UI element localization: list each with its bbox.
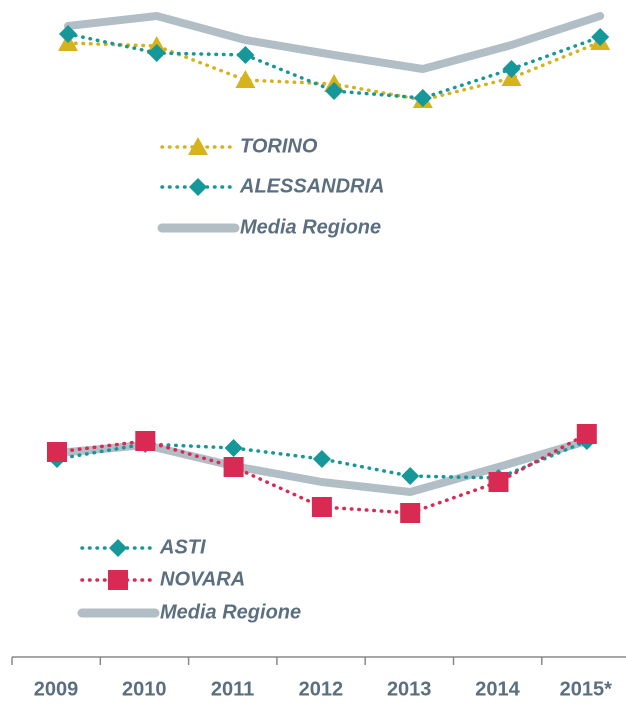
marker — [311, 497, 332, 517]
marker — [488, 472, 509, 492]
marker — [108, 570, 128, 590]
series-line — [64, 12, 605, 73]
legend-label: TORINO — [240, 135, 318, 157]
legend-label: Media Regione — [160, 601, 301, 623]
marker — [413, 89, 432, 107]
marker — [188, 137, 208, 155]
marker — [135, 431, 156, 451]
marker — [109, 539, 127, 557]
x-tick-label: 2010 — [122, 678, 167, 700]
marker — [147, 44, 166, 62]
marker — [47, 442, 67, 462]
legend-label: ALESSANDRIA — [239, 175, 384, 197]
marker — [223, 457, 244, 477]
marker — [235, 70, 256, 88]
x-tick-label: 2011 — [211, 678, 254, 700]
marker — [400, 503, 421, 523]
marker — [59, 25, 77, 43]
marker — [224, 439, 243, 457]
legend-label: ASTI — [159, 536, 206, 558]
legend-label: NOVARA — [160, 568, 245, 590]
marker — [591, 28, 610, 46]
x-tick-label: 2009 — [34, 678, 79, 700]
marker — [312, 450, 331, 468]
marker — [576, 424, 597, 444]
x-tick-label: 2012 — [299, 678, 344, 700]
marker — [502, 60, 521, 78]
marker — [401, 467, 420, 485]
x-tick-label: 2015* — [560, 678, 612, 700]
marker — [189, 178, 207, 196]
legend-label: Media Regione — [240, 216, 381, 238]
x-tick-label: 2014 — [475, 678, 520, 700]
x-tick-label: 2013 — [387, 678, 432, 700]
marker — [325, 82, 344, 100]
marker — [236, 46, 255, 64]
